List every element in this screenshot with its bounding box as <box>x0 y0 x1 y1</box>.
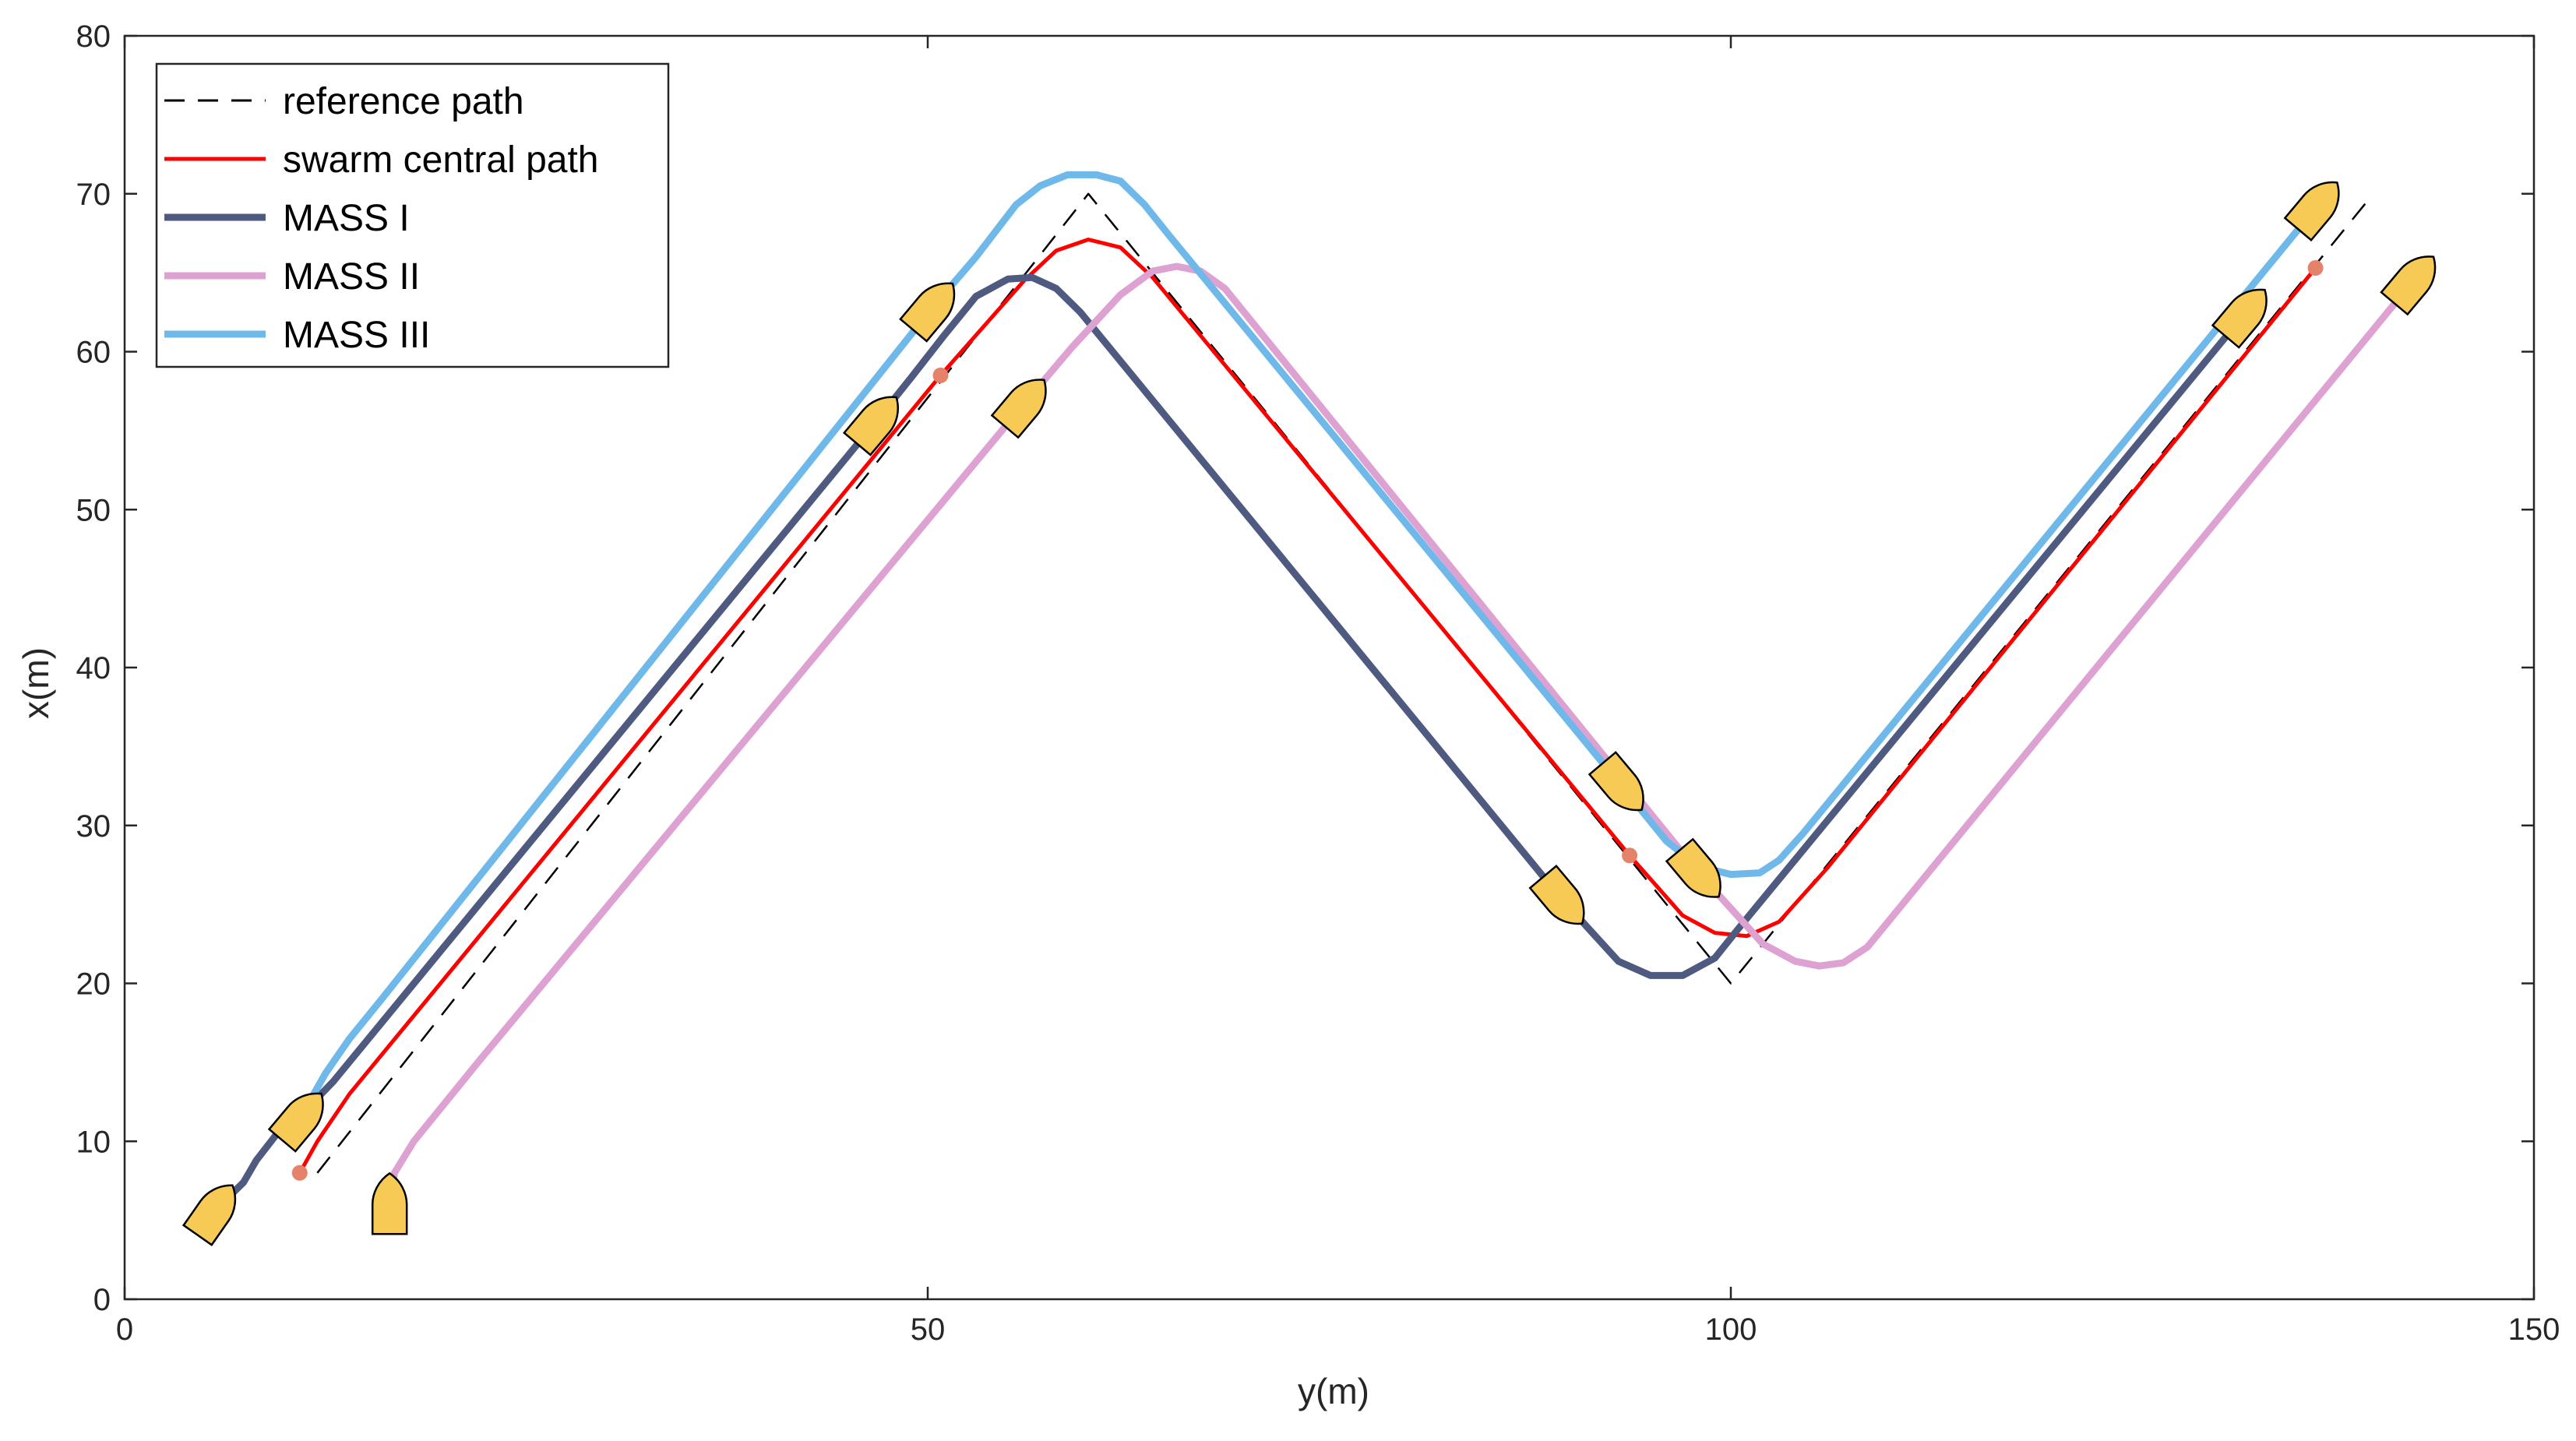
ship-icon-mass-iii-8 <box>267 1092 324 1153</box>
central-point-3 <box>2307 260 2324 277</box>
ship-icon-mass-ii-4 <box>371 1171 408 1235</box>
y-axis-title: x(m) <box>16 647 56 719</box>
legend-label-mass-i: MASS I <box>283 198 410 239</box>
legend-label-mass-iii: MASS III <box>283 315 430 356</box>
ship-icon-mass-iii-11 <box>2283 181 2340 242</box>
y-tick-label-70: 70 <box>76 178 111 212</box>
y-tick-label-80: 80 <box>76 19 111 54</box>
legend: reference path swarm central path MASS I… <box>155 62 670 368</box>
series-line-mass-iii <box>298 171 2321 1122</box>
y-tick-label-30: 30 <box>76 809 111 844</box>
x-tick-label-150: 150 <box>2508 1312 2560 1347</box>
ship-icon-mass-iii-10 <box>1588 751 1644 812</box>
y-tick-label-40: 40 <box>76 651 111 685</box>
x-axis-title: y(m) <box>1298 1371 1369 1411</box>
x-tick-label-50: 50 <box>911 1312 946 1347</box>
series-line-mass-ii <box>386 262 2417 1208</box>
series-line-swarm-central-path <box>298 238 2318 1175</box>
legend-label-swarm-central-path: swarm central path <box>283 139 599 181</box>
central-point-0 <box>291 1164 308 1181</box>
legend-label-mass-ii: MASS II <box>283 256 420 298</box>
central-point-2 <box>1622 847 1638 864</box>
ship-icon-mass-i-0 <box>181 1184 237 1246</box>
ship-icon-mass-ii-7 <box>2380 255 2437 316</box>
x-tick-label-100: 100 <box>1705 1312 1757 1347</box>
y-tick-label-50: 50 <box>76 493 111 527</box>
axes: 0 50 100 150 0 10 20 30 40 50 60 70 80 <box>76 19 2560 1347</box>
y-tick-label-60: 60 <box>76 336 111 370</box>
ship-icon-mass-iii-9 <box>899 282 956 343</box>
y-tick-label-0: 0 <box>93 1283 111 1317</box>
y-tick-label-10: 10 <box>76 1125 111 1159</box>
x-tick-label-0: 0 <box>116 1312 133 1347</box>
y-tick-label-20: 20 <box>76 967 111 1002</box>
legend-label-reference-path: reference path <box>283 81 524 122</box>
ship-icon-mass-i-2 <box>1528 864 1585 925</box>
plot-area <box>181 171 2437 1246</box>
ship-icon-mass-ii-5 <box>990 379 1047 439</box>
ship-icon-mass-ii-6 <box>1665 837 1721 898</box>
central-point-1 <box>932 367 949 383</box>
ship-icon-mass-i-3 <box>2211 288 2268 349</box>
ship-icon-mass-i-1 <box>842 396 899 456</box>
